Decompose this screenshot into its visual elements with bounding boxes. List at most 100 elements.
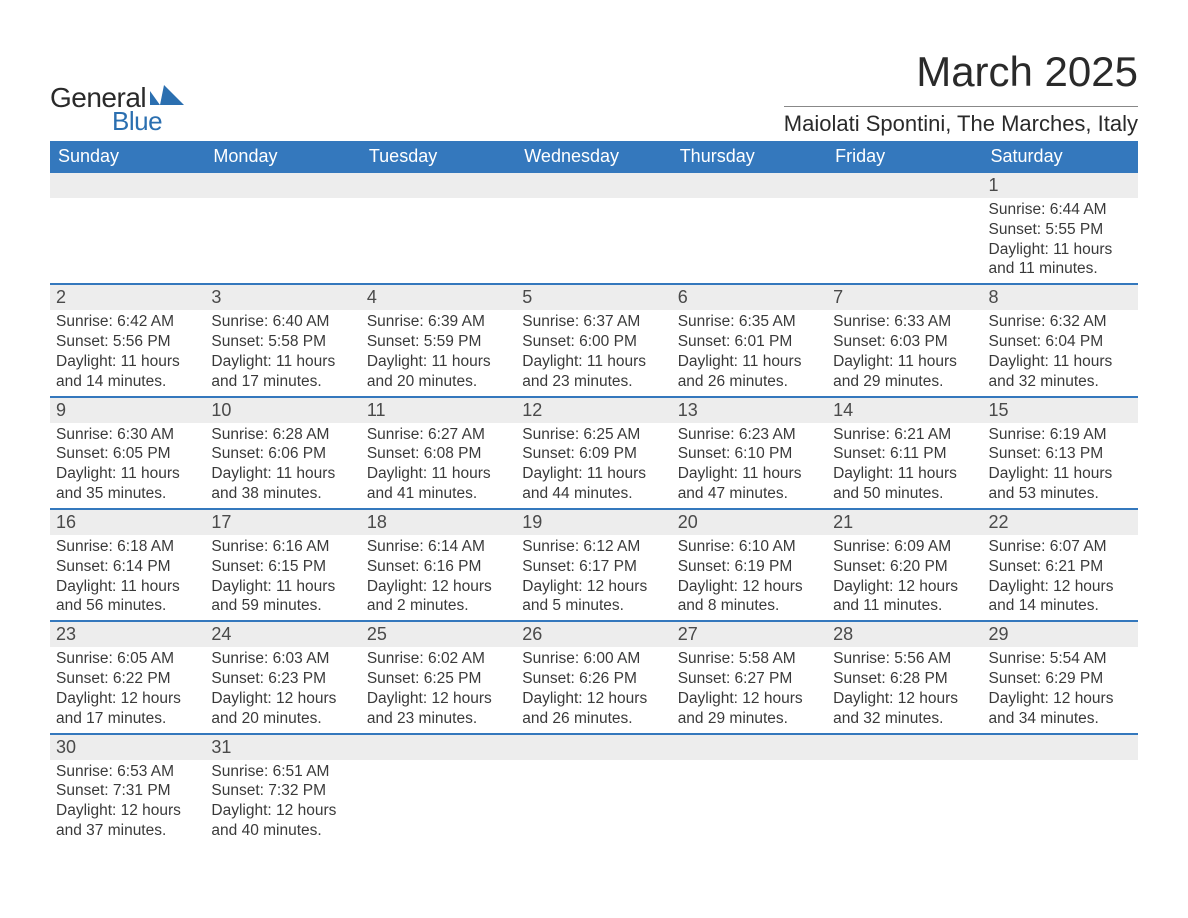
sunrise-line: Sunrise: 6:18 AM [56, 537, 199, 557]
daylight-line: Daylight: 12 hours and 17 minutes. [56, 689, 199, 729]
daylight-line: Daylight: 11 hours and 14 minutes. [56, 352, 199, 392]
calendar-cell: 14Sunrise: 6:21 AMSunset: 6:11 PMDayligh… [827, 397, 982, 509]
calendar-cell [672, 173, 827, 284]
daylight-line: Daylight: 11 hours and 53 minutes. [989, 464, 1132, 504]
day-body: Sunrise: 6:28 AMSunset: 6:06 PMDaylight:… [205, 423, 360, 508]
day-number: 29 [983, 622, 1138, 647]
daylight-line: Daylight: 11 hours and 17 minutes. [211, 352, 354, 392]
day-number: 22 [983, 510, 1138, 535]
calendar-cell [983, 734, 1138, 845]
daylight-line: Daylight: 12 hours and 5 minutes. [522, 577, 665, 617]
calendar-cell: 26Sunrise: 6:00 AMSunset: 6:26 PMDayligh… [516, 621, 671, 733]
day-body: Sunrise: 6:51 AMSunset: 7:32 PMDaylight:… [205, 760, 360, 845]
daylight-line: Daylight: 12 hours and 8 minutes. [678, 577, 821, 617]
calendar-cell [516, 734, 671, 845]
day-body: Sunrise: 6:19 AMSunset: 6:13 PMDaylight:… [983, 423, 1138, 508]
calendar-cell: 13Sunrise: 6:23 AMSunset: 6:10 PMDayligh… [672, 397, 827, 509]
sunrise-line: Sunrise: 6:35 AM [678, 312, 821, 332]
day-number: 21 [827, 510, 982, 535]
day-body: Sunrise: 6:42 AMSunset: 5:56 PMDaylight:… [50, 310, 205, 395]
sunset-line: Sunset: 6:10 PM [678, 444, 821, 464]
daylight-line: Daylight: 12 hours and 14 minutes. [989, 577, 1132, 617]
calendar-cell [50, 173, 205, 284]
calendar-cell: 3Sunrise: 6:40 AMSunset: 5:58 PMDaylight… [205, 284, 360, 396]
calendar-week-row: 1Sunrise: 6:44 AMSunset: 5:55 PMDaylight… [50, 173, 1138, 284]
daylight-line: Daylight: 12 hours and 26 minutes. [522, 689, 665, 729]
sunrise-line: Sunrise: 6:25 AM [522, 425, 665, 445]
calendar-cell: 18Sunrise: 6:14 AMSunset: 6:16 PMDayligh… [361, 509, 516, 621]
logo-text-blue: Blue [112, 106, 162, 137]
day-number: 10 [205, 398, 360, 423]
day-body [983, 760, 1138, 766]
sunrise-line: Sunrise: 6:03 AM [211, 649, 354, 669]
day-number: 13 [672, 398, 827, 423]
calendar-cell: 31Sunrise: 6:51 AMSunset: 7:32 PMDayligh… [205, 734, 360, 845]
sunrise-line: Sunrise: 6:21 AM [833, 425, 976, 445]
day-number: 18 [361, 510, 516, 535]
title-divider [784, 106, 1138, 107]
day-number: 7 [827, 285, 982, 310]
title-block: March 2025 Maiolati Spontini, The Marche… [784, 48, 1138, 137]
day-body: Sunrise: 6:05 AMSunset: 6:22 PMDaylight:… [50, 647, 205, 732]
daylight-line: Daylight: 12 hours and 37 minutes. [56, 801, 199, 841]
day-body: Sunrise: 6:25 AMSunset: 6:09 PMDaylight:… [516, 423, 671, 508]
day-number: 24 [205, 622, 360, 647]
day-number: 20 [672, 510, 827, 535]
day-body: Sunrise: 6:14 AMSunset: 6:16 PMDaylight:… [361, 535, 516, 620]
day-body [672, 760, 827, 766]
day-number [672, 173, 827, 198]
day-body [205, 198, 360, 204]
sunset-line: Sunset: 6:15 PM [211, 557, 354, 577]
calendar-cell: 22Sunrise: 6:07 AMSunset: 6:21 PMDayligh… [983, 509, 1138, 621]
day-number: 31 [205, 735, 360, 760]
sunset-line: Sunset: 6:14 PM [56, 557, 199, 577]
day-number [361, 173, 516, 198]
day-body: Sunrise: 6:33 AMSunset: 6:03 PMDaylight:… [827, 310, 982, 395]
sunset-line: Sunset: 7:31 PM [56, 781, 199, 801]
day-number [516, 735, 671, 760]
sunset-line: Sunset: 6:08 PM [367, 444, 510, 464]
sunset-line: Sunset: 6:27 PM [678, 669, 821, 689]
col-thursday: Thursday [672, 141, 827, 173]
calendar-cell: 30Sunrise: 6:53 AMSunset: 7:31 PMDayligh… [50, 734, 205, 845]
day-body: Sunrise: 6:32 AMSunset: 6:04 PMDaylight:… [983, 310, 1138, 395]
daylight-line: Daylight: 11 hours and 29 minutes. [833, 352, 976, 392]
calendar-cell: 11Sunrise: 6:27 AMSunset: 6:08 PMDayligh… [361, 397, 516, 509]
daylight-line: Daylight: 12 hours and 29 minutes. [678, 689, 821, 729]
day-body: Sunrise: 6:30 AMSunset: 6:05 PMDaylight:… [50, 423, 205, 508]
day-number [983, 735, 1138, 760]
day-number: 27 [672, 622, 827, 647]
day-body [827, 760, 982, 766]
day-number: 6 [672, 285, 827, 310]
day-number: 3 [205, 285, 360, 310]
day-body: Sunrise: 6:16 AMSunset: 6:15 PMDaylight:… [205, 535, 360, 620]
calendar-body: 1Sunrise: 6:44 AMSunset: 5:55 PMDaylight… [50, 173, 1138, 845]
sunset-line: Sunset: 6:28 PM [833, 669, 976, 689]
sunrise-line: Sunrise: 6:32 AM [989, 312, 1132, 332]
calendar-cell [516, 173, 671, 284]
calendar-cell [827, 734, 982, 845]
sunset-line: Sunset: 6:03 PM [833, 332, 976, 352]
daylight-line: Daylight: 12 hours and 40 minutes. [211, 801, 354, 841]
calendar-cell: 27Sunrise: 5:58 AMSunset: 6:27 PMDayligh… [672, 621, 827, 733]
calendar-cell [361, 173, 516, 284]
day-body: Sunrise: 6:00 AMSunset: 6:26 PMDaylight:… [516, 647, 671, 732]
col-saturday: Saturday [983, 141, 1138, 173]
sunrise-line: Sunrise: 5:56 AM [833, 649, 976, 669]
calendar-cell: 6Sunrise: 6:35 AMSunset: 6:01 PMDaylight… [672, 284, 827, 396]
sunrise-line: Sunrise: 6:16 AM [211, 537, 354, 557]
sunrise-line: Sunrise: 6:00 AM [522, 649, 665, 669]
col-sunday: Sunday [50, 141, 205, 173]
calendar-cell: 8Sunrise: 6:32 AMSunset: 6:04 PMDaylight… [983, 284, 1138, 396]
day-number: 25 [361, 622, 516, 647]
sunset-line: Sunset: 6:16 PM [367, 557, 510, 577]
day-body: Sunrise: 5:56 AMSunset: 6:28 PMDaylight:… [827, 647, 982, 732]
calendar-cell [672, 734, 827, 845]
sunset-line: Sunset: 6:20 PM [833, 557, 976, 577]
day-number [205, 173, 360, 198]
sunrise-line: Sunrise: 6:40 AM [211, 312, 354, 332]
day-number [50, 173, 205, 198]
day-body: Sunrise: 6:35 AMSunset: 6:01 PMDaylight:… [672, 310, 827, 395]
day-body: Sunrise: 6:37 AMSunset: 6:00 PMDaylight:… [516, 310, 671, 395]
sunrise-line: Sunrise: 6:05 AM [56, 649, 199, 669]
